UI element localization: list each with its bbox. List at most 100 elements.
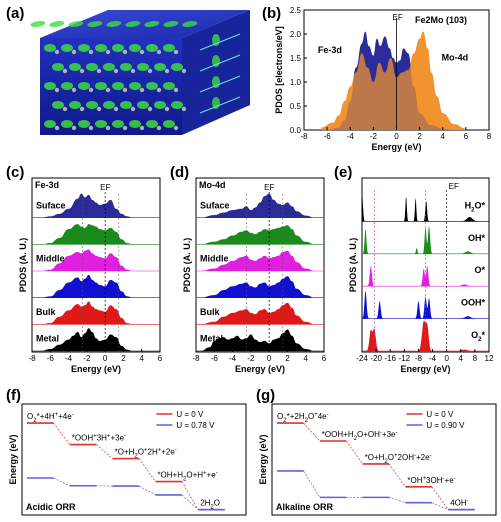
panel-b-title: Fe2Mo (103)	[415, 15, 467, 25]
panel-c-xtick-label: 2	[121, 354, 126, 363]
panel-b-ylabel: PDOS [electrons/eV]	[274, 26, 284, 114]
structure-atom-green	[106, 21, 122, 27]
structure-atom-gray	[96, 106, 102, 112]
panel-e-series-3	[362, 290, 489, 319]
panel-d-title: Mo-4d	[199, 180, 226, 190]
structure-atom-gray	[139, 49, 145, 55]
structure-atom-green	[163, 82, 175, 90]
panel-g-connector	[431, 486, 449, 510]
panel-c: (c) Suface Middle Bulk Metal EF Fe-3d -8 -6 -4 -2…	[6, 164, 163, 374]
structure-atom-gray	[105, 49, 111, 55]
structure-atom-green	[78, 82, 90, 90]
structure-atom-green	[95, 82, 107, 90]
panel-g-connector	[388, 463, 406, 488]
panel-d-xlabel: Energy (eV)	[235, 364, 285, 374]
structure-atom-gray	[113, 106, 119, 112]
structure-atom-gray	[62, 68, 68, 74]
panel-e-ylabel: PDOS (A. U.)	[348, 238, 358, 293]
panel-d-frame	[195, 177, 325, 353]
structure-atom-gray	[105, 87, 111, 93]
panel-c-xtick-label: -8	[28, 354, 36, 363]
structure-atom-gray	[139, 125, 145, 131]
structure-atom-green	[129, 82, 141, 90]
structure-atom-green	[182, 21, 198, 27]
structure-atom-green	[78, 120, 90, 128]
structure-side-face	[182, 10, 250, 135]
panel-e-label-0: H2O*	[465, 200, 486, 213]
panel-c-series-5	[41, 328, 133, 351]
structure-atom-gray	[79, 106, 85, 112]
structure-atom-gray	[54, 87, 60, 93]
structure-atom-green	[137, 101, 149, 109]
structure-atom-gray	[122, 87, 128, 93]
panel-e-xtick-label: -16	[384, 354, 396, 363]
panel-c-series-4	[41, 301, 133, 325]
panel-d-fermi-label: EF	[264, 183, 274, 192]
panel-g-frame	[271, 403, 497, 516]
panel-b-xtick-label: 6	[464, 132, 469, 141]
panel-c-label-middle: Middle	[36, 254, 65, 264]
panel-f-connector	[53, 422, 71, 445]
panel-f-legend-label-0: U = 0 V	[176, 410, 204, 419]
structure-atom-gray	[164, 68, 170, 74]
panel-c-xtick-label: -4	[65, 354, 73, 363]
panel-c-ylabel: PDOS (A. U.)	[18, 238, 28, 293]
structure-atom-green	[52, 63, 64, 71]
panel-b-fermi-label: EF	[393, 13, 403, 22]
panel-c-series-3	[41, 274, 133, 298]
structure-bond	[199, 75, 241, 93]
panel-d-label-suface: Suface	[200, 200, 230, 210]
structure-atom-green	[146, 44, 158, 52]
structure-atom-green	[163, 21, 179, 27]
panel-e-xlabel: Energy (eV)	[400, 364, 450, 374]
structure-atom-gray	[147, 68, 153, 74]
structure-atom-green	[103, 101, 115, 109]
structure-atom-green	[163, 120, 175, 128]
panel-f-step-label-1: *OOH+3H++3e-	[72, 434, 126, 443]
structure-atom-gray	[156, 87, 162, 93]
panel-d-xtick-label: -8	[192, 354, 200, 363]
panel-c-title: Fe-3d	[35, 180, 59, 190]
structure-atom-green	[52, 101, 64, 109]
panel-b-ytick-label: 2.0	[290, 30, 302, 39]
panel-b-ytick-label: 1.5	[290, 54, 302, 63]
panel-g-step-label-4: 4OH-	[450, 499, 468, 508]
panel-d-xtick-label: -2	[247, 354, 255, 363]
panel-b-xtick-label: 2	[417, 132, 422, 141]
structure-atom-green	[171, 101, 183, 109]
structure-atom-gray	[147, 106, 153, 112]
panel-b-xtick-label: 8	[487, 132, 492, 141]
structure-atom-green	[30, 21, 46, 27]
structure-atom-gray	[173, 87, 179, 93]
panel-b-xtick-label: 4	[441, 132, 446, 141]
panel-e-xtick-label: -12	[399, 354, 411, 363]
panel-letter-f: (f)	[6, 387, 21, 404]
structure-atom-green	[69, 101, 81, 109]
panel-d-series-3	[200, 276, 315, 298]
structure-atom-green	[129, 44, 141, 52]
panel-d-series-4	[200, 302, 315, 325]
structure-bond	[199, 96, 241, 114]
panel-g-connector	[389, 497, 406, 503]
panel-c-xtick-label: -2	[83, 354, 91, 363]
panel-e-xtick-label: -4	[429, 354, 437, 363]
panel-b-legend-fe: Fe-3d	[318, 45, 342, 55]
structure-front-face	[40, 38, 182, 135]
structure-atom-gray	[173, 125, 179, 131]
panel-e-label-2: O*	[474, 265, 485, 275]
structure-atom-gray	[54, 49, 60, 55]
panel-b-series-mo-4d-overlay	[321, 31, 466, 131]
structure-atom-green	[146, 82, 158, 90]
panel-e-xtick-label: 12	[485, 354, 494, 363]
structure-atom-gray	[71, 125, 77, 131]
structure-atom-gray	[164, 106, 170, 112]
panel-g-title: Alkaline ORR	[276, 502, 334, 512]
panel-f-title: Acidic ORR	[26, 502, 76, 512]
panel-g-step-label-1: *OOH+H2O+OH-+3e-	[322, 430, 398, 442]
panel-c-xlabel: Energy (eV)	[71, 364, 121, 374]
structure-atom-gray	[173, 49, 179, 55]
structure-atom-gray	[88, 125, 94, 131]
panel-g-legend-label-0: U = 0 V	[426, 410, 454, 419]
panel-g-legend-label-1: U = 0.90 V	[426, 421, 465, 430]
